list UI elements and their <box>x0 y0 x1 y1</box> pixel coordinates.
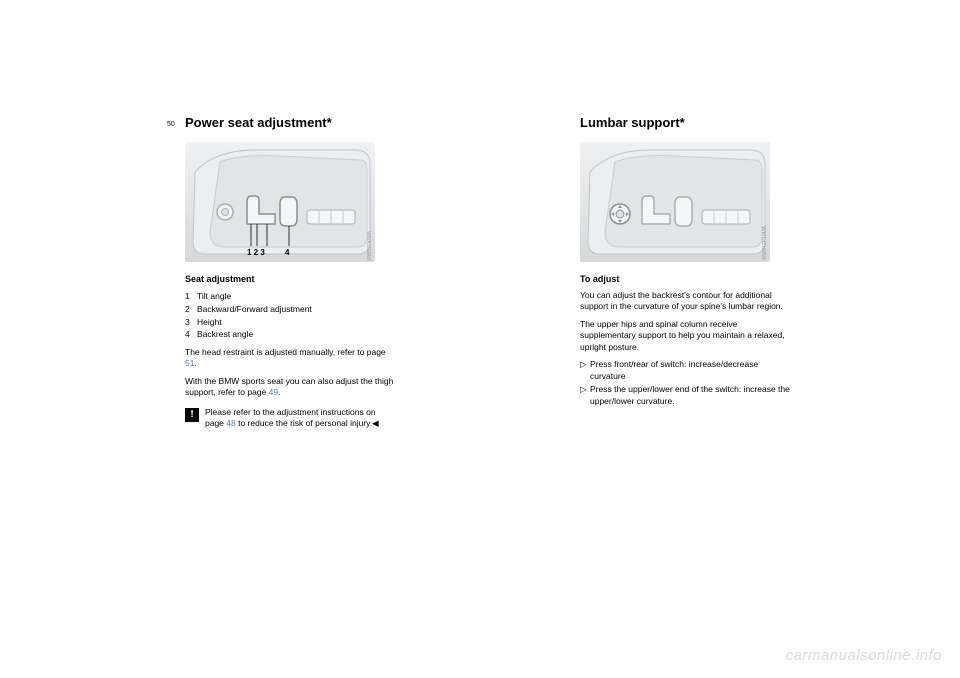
warning-note: ! Please refer to the adjustment instruc… <box>185 407 395 430</box>
watermark: carmanualsonline.info <box>786 647 942 664</box>
figure-code-left: MW827KIMA <box>367 231 373 260</box>
seat-adjustment-list: 1Tilt angle 2Backward/Forward adjustment… <box>185 290 395 341</box>
page-link-49[interactable]: 49 <box>269 387 278 397</box>
bullet-item: ▷ Press the upper/lower end of the switc… <box>580 384 790 407</box>
list-item: 3Height <box>185 316 395 329</box>
subhead-seat-adjustment: Seat adjustment <box>185 274 395 284</box>
section-title-lumbar: Lumbar support* <box>580 115 790 130</box>
warning-icon: ! <box>185 408 199 422</box>
figure-lumbar: MW842P10MA <box>580 142 770 262</box>
list-item: 1Tilt angle <box>185 290 395 303</box>
paragraph-head-restraint: The head restraint is adjusted manually,… <box>185 347 395 370</box>
page-number: 50 <box>167 121 175 128</box>
triangle-bullet-icon: ▷ <box>580 384 590 407</box>
subhead-to-adjust: To adjust <box>580 274 790 284</box>
list-item: 4Backrest angle <box>185 328 395 341</box>
figure-code-right: MW842P10MA <box>762 226 768 260</box>
svg-text:4: 4 <box>285 248 290 257</box>
list-item: 2Backward/Forward adjustment <box>185 303 395 316</box>
triangle-bullet-icon: ▷ <box>580 359 590 382</box>
bullet-item: ▷ Press front/rear of switch: increase/d… <box>580 359 790 382</box>
figure-labels: 1 2 3 <box>247 248 265 257</box>
paragraph-sports-seat: With the BMW sports seat you can also ad… <box>185 376 395 399</box>
paragraph-contour: You can adjust the backrest's contour fo… <box>580 290 790 313</box>
section-title-power-seat: Power seat adjustment* <box>185 115 395 130</box>
paragraph-posture: The upper hips and spinal column receive… <box>580 319 790 353</box>
page-link-48[interactable]: 48 <box>226 418 235 428</box>
figure-power-seat: 1 2 3 4 MW827KIMA <box>185 142 375 262</box>
